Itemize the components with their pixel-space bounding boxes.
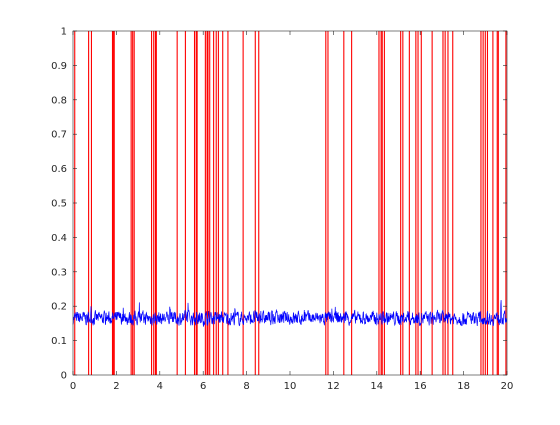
x-tick-label-3: 6 xyxy=(200,381,206,392)
x-axis: 0 2 4 6 8 10 12 14 16 18 20 xyxy=(70,31,514,392)
signal-line xyxy=(72,300,508,327)
x-tick-label-5: 10 xyxy=(284,381,297,392)
x-tick-label-1: 2 xyxy=(113,381,119,392)
x-tick-label-0: 0 xyxy=(70,381,76,392)
y-tick-label-7: 0.7 xyxy=(51,130,67,141)
y-tick-label-3: 0.3 xyxy=(51,267,67,278)
x-tick-label-6: 12 xyxy=(327,381,340,392)
y-tick-label-0: 0 xyxy=(61,371,67,382)
y-axis: 0 0.1 0.2 0.3 0.4 0.5 0.6 0.7 0.8 0.9 1 xyxy=(51,27,507,382)
y-tick-label-6: 0.6 xyxy=(51,164,67,175)
x-tick-label-8: 16 xyxy=(414,381,427,392)
x-tick-label-2: 4 xyxy=(157,381,163,392)
y-tick-label-9: 0.9 xyxy=(51,61,67,72)
y-tick-label-1: 0.1 xyxy=(51,336,67,347)
y-tick-label-2: 0.2 xyxy=(51,302,67,313)
y-tick-label-8: 0.8 xyxy=(51,95,67,106)
x-tick-label-9: 18 xyxy=(457,381,470,392)
y-tick-label-4: 0.4 xyxy=(51,233,67,244)
x-tick-label-7: 14 xyxy=(370,381,383,392)
x-tick-label-10: 20 xyxy=(501,381,514,392)
y-tick-label-10: 1 xyxy=(61,27,67,38)
y-tick-label-5: 0.5 xyxy=(51,199,67,210)
x-tick-label-4: 8 xyxy=(243,381,249,392)
